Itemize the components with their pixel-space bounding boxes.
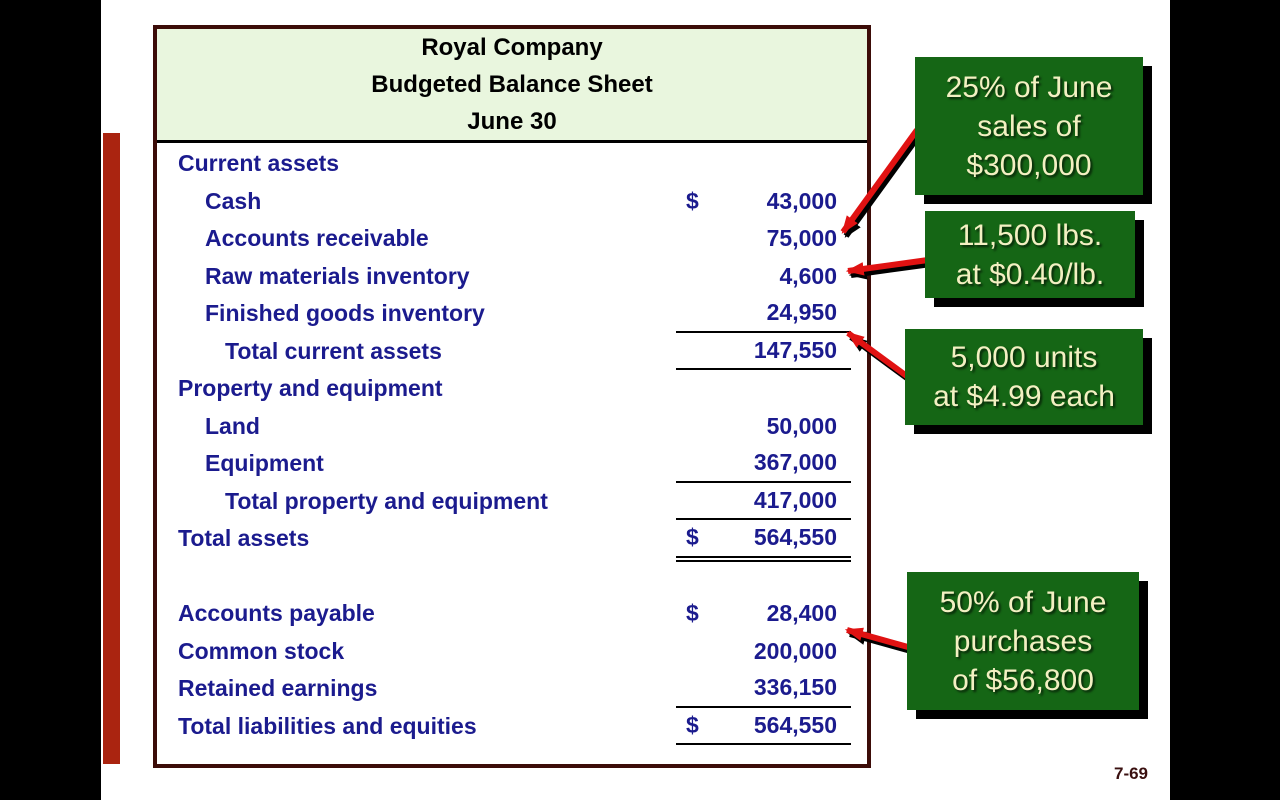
row-label: Total property and equipment — [225, 487, 548, 514]
row-dollar: $ — [686, 187, 699, 214]
right-black-band — [1170, 0, 1280, 800]
row-value: 4,600 — [779, 262, 837, 289]
row-value: 75,000 — [766, 225, 837, 252]
table-row: Raw materials inventory 4,600 — [157, 258, 867, 296]
callout-text: 11,500 lbs. at $0.40/lb. — [955, 218, 1105, 291]
row-value: 564,550 — [753, 711, 837, 738]
row-value: 564,550 — [753, 524, 837, 551]
callout-text: 50% of June purchases of $56,800 — [939, 585, 1107, 697]
row-value: 147,550 — [753, 336, 837, 363]
row-dollar: $ — [686, 524, 699, 551]
table-row: Accounts receivable 75,000 — [157, 220, 867, 258]
row-amount: 50,000 — [676, 408, 851, 446]
row-amount: $ 28,400 — [676, 595, 851, 633]
row-label: Land — [205, 412, 260, 439]
row-amount: 147,550 — [676, 333, 851, 370]
table-row: Cash $ 43,000 — [157, 183, 867, 221]
table-row: Common stock 200,000 — [157, 633, 867, 671]
row-amount: 24,950 — [676, 295, 851, 333]
table-row: Equipment 367,000 — [157, 445, 867, 483]
table-row — [157, 558, 867, 596]
callout-accounts-receivable: 25% of June sales of $300,000 — [915, 57, 1143, 195]
table-row: Land 50,000 — [157, 408, 867, 446]
statement-date: June 30 — [467, 108, 557, 135]
row-label: Accounts payable — [178, 600, 375, 627]
table-row: Total property and equipment 417,000 — [157, 483, 867, 520]
red-accent-bar — [103, 133, 120, 764]
row-amount — [676, 145, 851, 183]
row-value: 200,000 — [753, 637, 837, 664]
row-amount: $ 564,550 — [676, 520, 851, 561]
callout-text: 5,000 units at $4.99 each — [933, 341, 1115, 413]
balance-sheet-table: Royal Company Budgeted Balance Sheet Jun… — [153, 25, 871, 768]
left-black-band — [0, 0, 101, 800]
row-value: 50,000 — [766, 412, 837, 439]
row-value: 43,000 — [766, 187, 837, 214]
row-value: 367,000 — [753, 449, 837, 476]
row-value: 24,950 — [766, 299, 837, 326]
table-row: Total current assets 147,550 — [157, 333, 867, 370]
row-dollar: $ — [686, 711, 699, 738]
table-row: Accounts payable $ 28,400 — [157, 595, 867, 633]
row-value: 28,400 — [766, 600, 837, 627]
row-value: 417,000 — [753, 486, 837, 513]
balance-sheet-header: Royal Company Budgeted Balance Sheet Jun… — [157, 29, 867, 143]
row-label: Equipment — [205, 450, 324, 477]
row-label: Total assets — [178, 525, 310, 552]
table-row: Finished goods inventory 24,950 — [157, 295, 867, 333]
company-name: Royal Company — [421, 34, 603, 61]
callout-accounts-payable: 50% of June purchases of $56,800 — [907, 572, 1139, 710]
row-label: Finished goods inventory — [205, 300, 485, 327]
statement-name: Budgeted Balance Sheet — [371, 71, 653, 98]
callout-finished-goods: 5,000 units at $4.99 each — [905, 329, 1143, 425]
row-label: Cash — [205, 187, 262, 214]
row-amount: 4,600 — [676, 258, 851, 296]
table-row: Property and equipment — [157, 370, 867, 408]
row-amount — [676, 558, 851, 596]
row-dollar: $ — [686, 600, 699, 627]
row-label: Total current assets — [225, 337, 442, 364]
table-row: Retained earnings 336,150 — [157, 670, 867, 708]
row-label: Raw materials inventory — [205, 262, 470, 289]
row-label: Total liabilities and equities — [178, 712, 477, 739]
callout-text: 25% of June sales of $300,000 — [945, 70, 1113, 182]
row-amount — [676, 370, 851, 408]
row-label: Accounts receivable — [205, 225, 429, 252]
row-value: 336,150 — [753, 674, 837, 701]
row-amount: 200,000 — [676, 633, 851, 671]
row-amount: 367,000 — [676, 445, 851, 483]
row-label: Current assets — [178, 150, 340, 177]
row-amount: 336,150 — [676, 670, 851, 708]
row-label: Retained earnings — [178, 675, 378, 702]
slide-number: 7-69 — [1113, 764, 1149, 783]
row-label: Common stock — [178, 637, 345, 664]
row-amount: 417,000 — [676, 483, 851, 520]
row-amount: 75,000 — [676, 220, 851, 258]
callout-raw-materials: 11,500 lbs. at $0.40/lb. — [925, 211, 1135, 298]
table-row: Current assets — [157, 145, 867, 183]
balance-sheet-rows: Current assets Cash $ 43,000 Accounts re… — [157, 143, 867, 745]
table-row: Total liabilities and equities $ 564,550 — [157, 708, 867, 745]
row-label: Property and equipment — [178, 375, 443, 402]
row-amount: $ 43,000 — [676, 183, 851, 221]
row-amount: $ 564,550 — [676, 708, 851, 745]
table-row: Total assets $ 564,550 — [157, 520, 867, 561]
